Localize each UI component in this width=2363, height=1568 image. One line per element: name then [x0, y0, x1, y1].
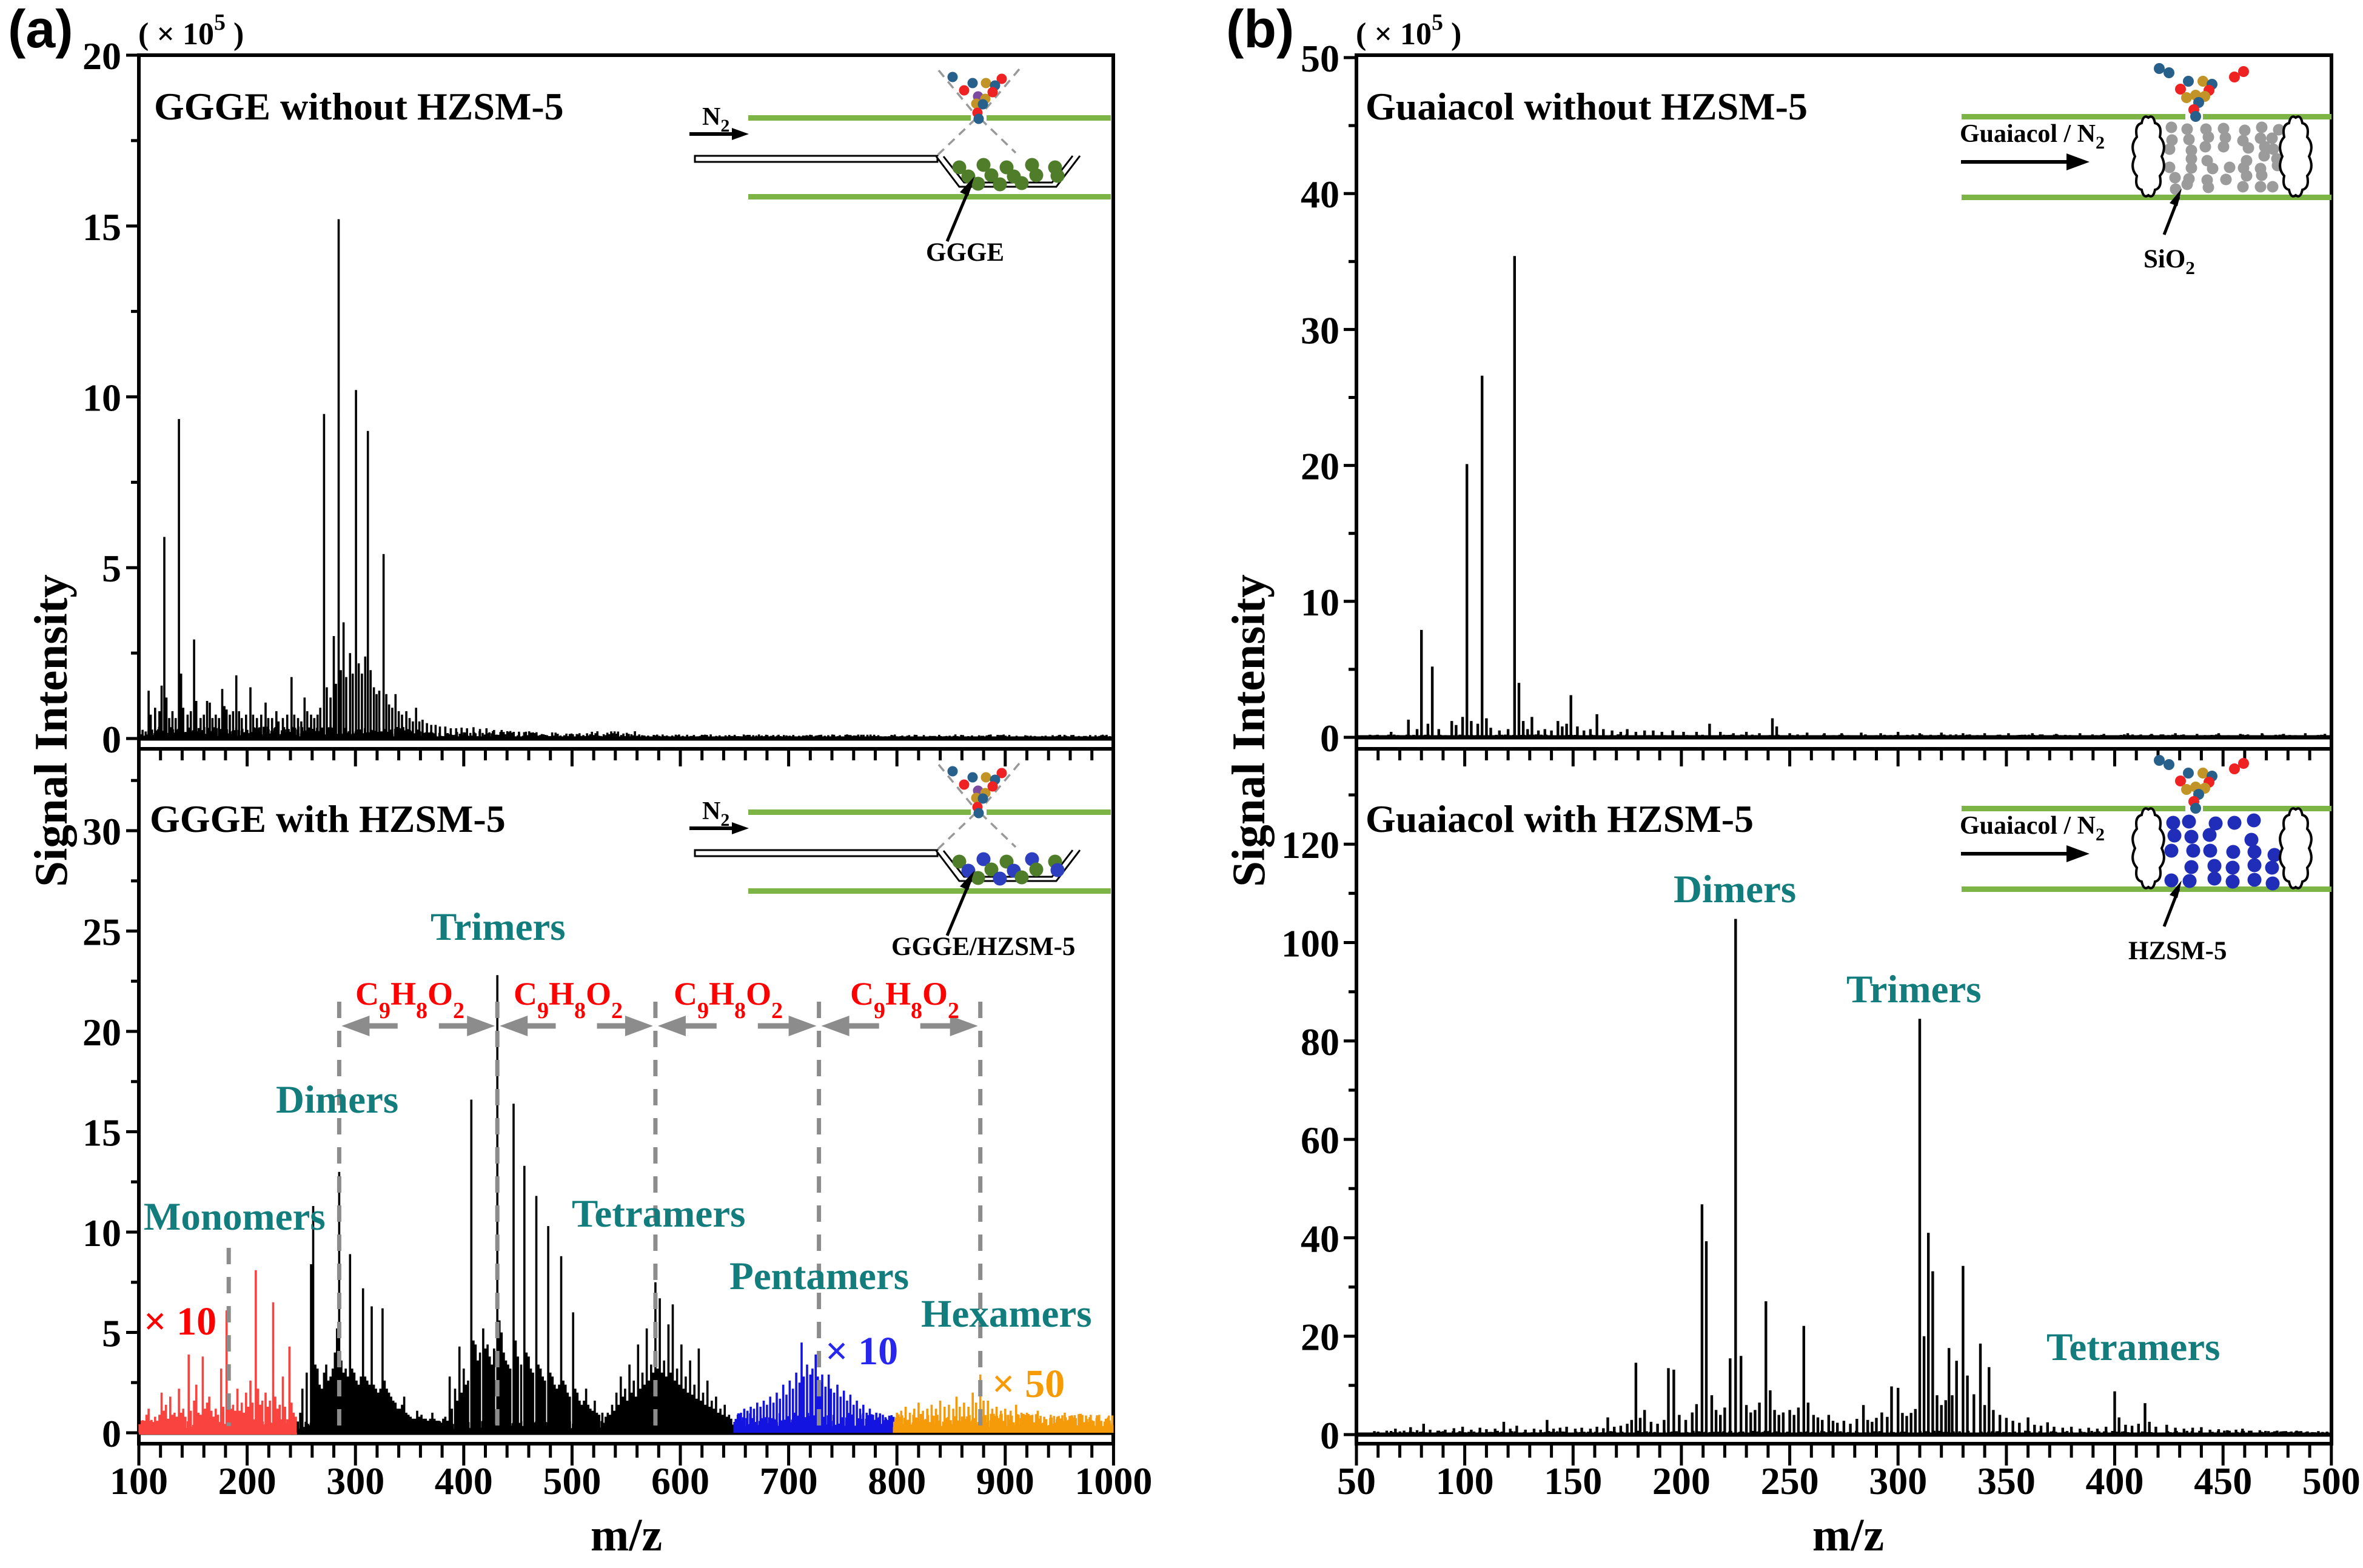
svg-text:80: 80 [1301, 1020, 1339, 1064]
svg-text:150: 150 [1544, 1459, 1602, 1503]
svg-text:300: 300 [326, 1459, 384, 1503]
svg-text:100: 100 [110, 1459, 168, 1503]
svg-text:30: 30 [82, 810, 121, 853]
svg-text:Guaiacol / N2: Guaiacol / N2 [1960, 120, 2105, 153]
svg-text:30: 30 [1301, 309, 1339, 352]
svg-text:10: 10 [82, 377, 121, 420]
svg-text:× 50: × 50 [992, 1362, 1065, 1406]
svg-text:20: 20 [82, 1011, 121, 1054]
svg-text:20: 20 [1301, 1316, 1339, 1359]
svg-text:Signal Intensity: Signal Intensity [1222, 574, 1275, 887]
svg-text:Pentamers: Pentamers [729, 1255, 909, 1298]
svg-text:5: 5 [102, 1312, 121, 1355]
svg-text:Guaiacol with HZSM-5: Guaiacol with HZSM-5 [1366, 797, 1754, 840]
svg-text:120: 120 [1281, 823, 1339, 866]
svg-text:400: 400 [2086, 1459, 2144, 1503]
svg-text:900: 900 [976, 1459, 1034, 1503]
svg-text:Tetramers: Tetramers [2046, 1325, 2220, 1369]
svg-text:0: 0 [1320, 1414, 1339, 1457]
svg-text:0: 0 [102, 1412, 121, 1455]
svg-text:Trimers: Trimers [431, 905, 566, 949]
svg-text:200: 200 [1652, 1459, 1711, 1503]
svg-text:15: 15 [82, 1111, 121, 1154]
svg-text:40: 40 [1301, 173, 1339, 216]
svg-text:Tetramers: Tetramers [572, 1192, 745, 1236]
svg-text:Guaiacol / N2: Guaiacol / N2 [1960, 812, 2105, 845]
svg-text:m/z: m/z [591, 1510, 662, 1561]
svg-text:(a): (a) [8, 0, 73, 59]
svg-text:Dimers: Dimers [276, 1078, 398, 1122]
svg-text:GGGE without HZSM-5: GGGE without HZSM-5 [154, 85, 564, 128]
svg-text:300: 300 [1869, 1459, 1927, 1503]
svg-text:450: 450 [2194, 1459, 2252, 1503]
svg-text:GGGE/HZSM-5: GGGE/HZSM-5 [891, 933, 1075, 961]
svg-text:700: 700 [760, 1459, 818, 1503]
svg-text:250: 250 [1761, 1459, 1819, 1503]
svg-text:5: 5 [102, 547, 121, 590]
svg-text:10: 10 [1301, 581, 1339, 624]
svg-text:× 10: × 10 [144, 1299, 216, 1344]
svg-text:100: 100 [1436, 1459, 1494, 1503]
svg-text:( × 105 ): ( × 105 ) [1356, 10, 1461, 52]
svg-text:60: 60 [1301, 1119, 1339, 1162]
svg-text:× 10: × 10 [825, 1329, 898, 1373]
svg-text:200: 200 [218, 1459, 277, 1503]
svg-text:500: 500 [2302, 1459, 2361, 1503]
svg-text:HZSM-5: HZSM-5 [2128, 937, 2227, 965]
svg-text:1000: 1000 [1074, 1459, 1152, 1503]
svg-text:Dimers: Dimers [1674, 868, 1796, 911]
svg-text:( × 105 ): ( × 105 ) [138, 10, 244, 52]
svg-text:350: 350 [1977, 1459, 2036, 1503]
svg-text:20: 20 [1301, 445, 1339, 488]
svg-text:25: 25 [82, 911, 121, 954]
svg-text:m/z: m/z [1812, 1510, 1884, 1561]
svg-text:600: 600 [651, 1459, 709, 1503]
svg-text:100: 100 [1281, 922, 1339, 965]
svg-text:400: 400 [435, 1459, 493, 1503]
svg-text:50: 50 [1337, 1459, 1376, 1503]
svg-text:Guaiacol without HZSM-5: Guaiacol without HZSM-5 [1366, 85, 1808, 128]
svg-text:GGGE: GGGE [926, 238, 1004, 267]
svg-text:GGGE with HZSM-5: GGGE with HZSM-5 [150, 797, 506, 840]
svg-text:800: 800 [868, 1459, 926, 1503]
svg-text:20: 20 [82, 35, 121, 78]
svg-text:50: 50 [1301, 37, 1339, 80]
svg-text:40: 40 [1301, 1217, 1339, 1260]
svg-text:(b): (b) [1226, 0, 1294, 59]
svg-text:15: 15 [82, 206, 121, 249]
svg-text:0: 0 [1320, 717, 1339, 760]
svg-text:0: 0 [102, 718, 121, 761]
svg-text:500: 500 [543, 1459, 601, 1503]
svg-text:Signal Intensity: Signal Intensity [25, 574, 77, 887]
svg-text:Monomers: Monomers [144, 1195, 326, 1239]
svg-text:10: 10 [82, 1211, 121, 1255]
svg-text:Hexamers: Hexamers [921, 1292, 1092, 1336]
svg-text:Trimers: Trimers [1846, 968, 1982, 1011]
